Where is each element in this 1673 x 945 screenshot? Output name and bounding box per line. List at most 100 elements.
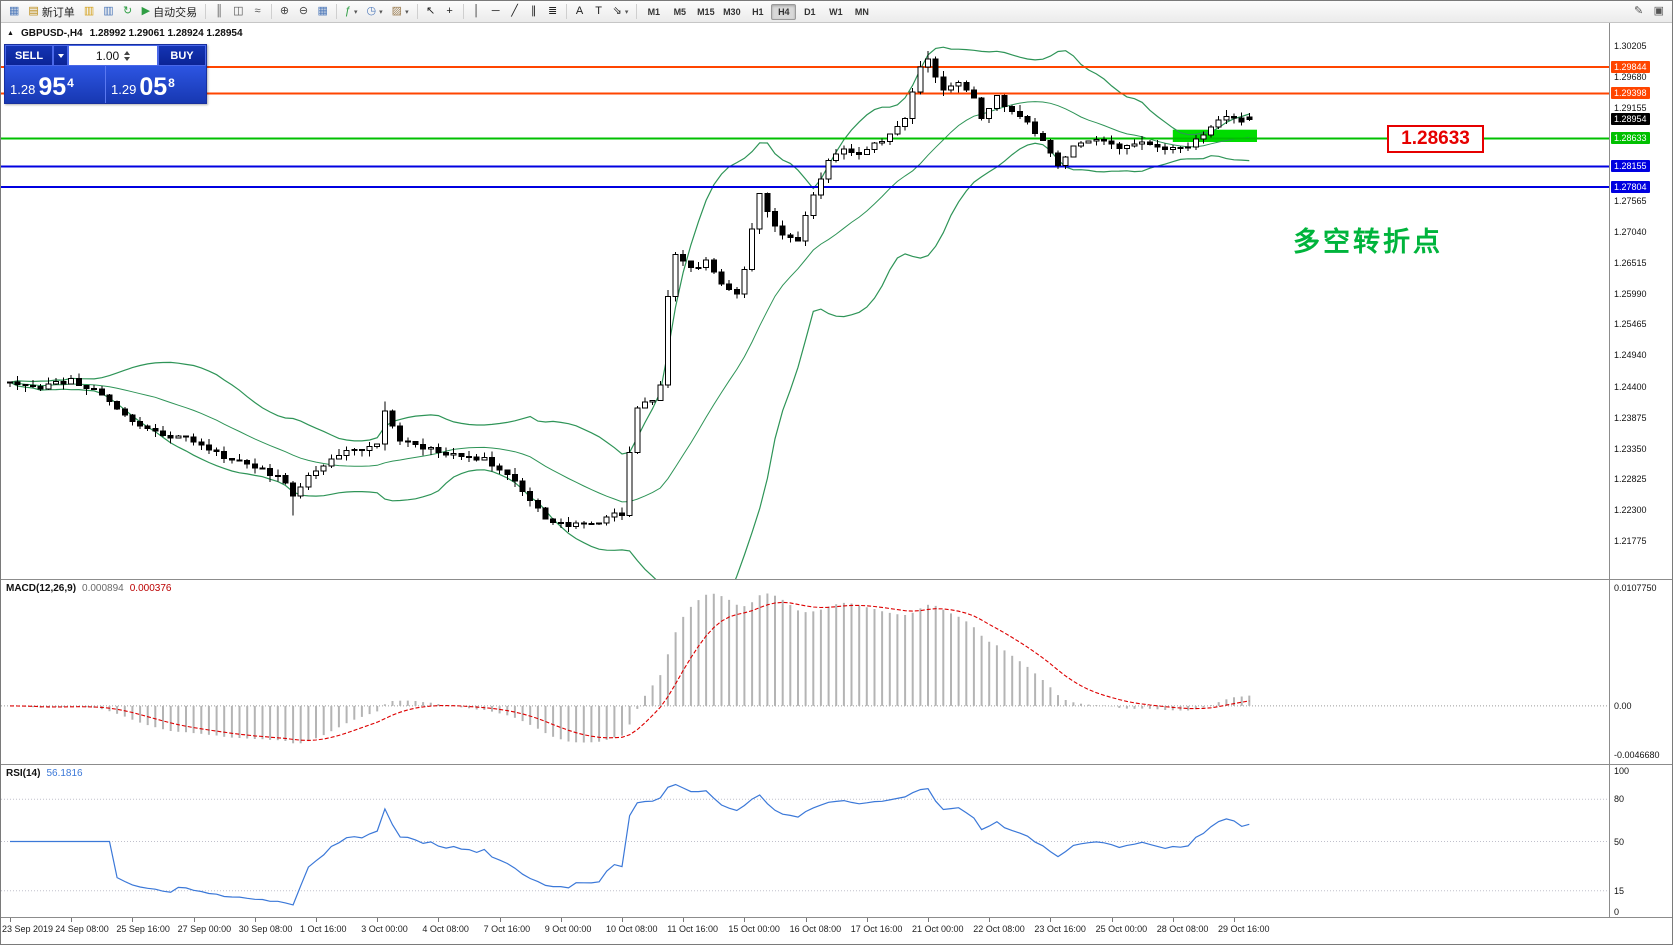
time-axis-tick: [499, 918, 501, 922]
macd-scale-tick: 0.00: [1614, 700, 1632, 711]
line-chart-button[interactable]: ≈: [249, 3, 267, 21]
rsi-canvas[interactable]: [1, 765, 1609, 917]
timeframe-m30-button[interactable]: M30: [723, 6, 741, 17]
price-chart-canvas[interactable]: [1, 23, 1609, 579]
lot-size-field[interactable]: 1.00: [68, 45, 158, 66]
price-scale[interactable]: 1.302051.296801.291551.286301.281051.275…: [1609, 23, 1672, 579]
time-axis-tick: [438, 918, 440, 922]
rsi-name: RSI(14): [6, 768, 41, 779]
candlestick-button[interactable]: ◫: [229, 3, 247, 21]
fibonacci-button[interactable]: ≣: [544, 3, 562, 21]
price-scale-tick: 1.23350: [1614, 443, 1647, 454]
rsi-line: [10, 783, 1250, 906]
rsi-scale-tick: 15: [1614, 885, 1625, 896]
data-window-button[interactable]: ▥: [99, 3, 117, 21]
toolbar-separator: [565, 4, 567, 19]
lot-decrease-button[interactable]: [124, 56, 131, 61]
market-watch-button[interactable]: ▥: [80, 3, 98, 21]
chart-symbol-label: GBPUSD-,H4: [20, 28, 83, 39]
time-axis-label: 30 Sep 08:00: [238, 924, 293, 934]
cursor-button[interactable]: ↖: [422, 3, 440, 21]
price-scale-tick: 1.22825: [1614, 474, 1647, 485]
indicators-button[interactable]: ƒ ▾: [341, 3, 362, 21]
layout-button[interactable]: ▣: [1650, 3, 1668, 21]
buy-button[interactable]: BUY: [158, 45, 206, 66]
vertical-line-button[interactable]: │: [468, 3, 486, 21]
edit-button[interactable]: ✎: [1630, 3, 1648, 21]
sell-price-display[interactable]: 1.28 95 4: [5, 66, 106, 103]
buy-price-integer: 1.29: [111, 82, 137, 97]
trade-panel-menu-button[interactable]: [53, 45, 68, 66]
timeframe-mn-button[interactable]: MN: [854, 6, 869, 17]
candlestick-icon: ◫: [233, 5, 244, 17]
time-axis[interactable]: 23 Sep 2019 24 Sep 08:00 25 Sep 16:00 27 Se…: [1, 917, 1672, 944]
horizontal-line-button[interactable]: ─: [487, 3, 505, 21]
market-watch-icon: ▥: [83, 5, 95, 17]
text-label-button[interactable]: T: [590, 3, 608, 21]
buy-price-display[interactable]: 1.29 05 8: [106, 66, 206, 103]
new-order-button[interactable]: ▤ 新订单: [24, 3, 78, 21]
time-axis-tick: [1111, 918, 1113, 922]
rsi-panel: 100 80 50 15 0 RSI(14) 56.1816: [1, 764, 1672, 917]
lot-size-value[interactable]: 1.00: [95, 48, 120, 63]
macd-panel: 0.0107750 0.00 -0.0046680 MACD(12,26,9) 0.…: [1, 579, 1672, 764]
sell-price-pips: 95: [38, 73, 67, 101]
rsi-scale-tick: 50: [1614, 836, 1625, 847]
hline-price-label: 1.29844: [1611, 61, 1650, 74]
new-order-icon: ▤: [28, 5, 39, 17]
bar-chart-button[interactable]: ║: [210, 3, 228, 21]
chevron-down-icon: ▾: [379, 8, 383, 16]
macd-canvas[interactable]: [1, 580, 1609, 764]
edit-icon: ✎: [1633, 5, 1644, 17]
time-axis-tick: [1050, 918, 1052, 922]
time-axis-tick: [622, 918, 623, 922]
lot-increase-button[interactable]: [124, 50, 131, 55]
timeframe-d1-button[interactable]: D1: [804, 6, 816, 17]
zoom-out-button[interactable]: ⊖: [295, 3, 313, 21]
trendline-button[interactable]: ╱: [506, 3, 524, 21]
channel-button[interactable]: ∥: [525, 3, 543, 21]
time-axis-tick: [132, 918, 134, 922]
timeframe-h4-button[interactable]: H4: [771, 3, 797, 20]
rsi-scale-tick: 80: [1614, 794, 1625, 805]
sell-button[interactable]: SELL: [5, 45, 53, 66]
text-button[interactable]: A: [571, 3, 589, 21]
zoom-in-button[interactable]: ⊕: [276, 3, 294, 21]
time-axis-label: 24 Sep 08:00: [55, 924, 109, 934]
price-annotation-box: 1.28633: [1387, 125, 1484, 153]
sell-price-pipette: 4: [67, 76, 74, 90]
hline-price-label: 1.28155: [1611, 160, 1650, 173]
macd-main-value: 0.000894: [82, 583, 124, 594]
collapse-trade-panel-button[interactable]: ▲: [7, 30, 14, 37]
price-scale-tick: 1.27565: [1614, 196, 1647, 207]
app-icon-icon: ▦: [9, 5, 20, 17]
templates-button[interactable]: ▨ ▾: [388, 3, 413, 21]
timeframe-m5-button[interactable]: M5: [673, 6, 687, 17]
time-axis-tick: [683, 918, 685, 922]
tile-windows-button[interactable]: ▦: [314, 3, 332, 21]
price-scale-tick: 1.29155: [1614, 102, 1647, 113]
tile-windows-icon: ▦: [317, 5, 328, 17]
rsi-scale-tick: 0: [1614, 907, 1620, 917]
arrows-button[interactable]: ⇘ ▾: [609, 3, 633, 21]
price-scale-tick: 1.30205: [1614, 41, 1647, 51]
timeframe-m1-button[interactable]: M1: [647, 6, 661, 17]
refresh-button[interactable]: ↻: [119, 3, 137, 21]
crosshair-button[interactable]: +: [441, 3, 459, 21]
symbol-info-line: ▲ GBPUSD-,H4 1.28992 1.29061 1.28924 1.2…: [7, 28, 243, 39]
time-axis-label: 23 Oct 16:00: [1034, 924, 1086, 934]
rsi-value: 56.1816: [46, 768, 83, 779]
time-axis-label: 16 Oct 08:00: [789, 924, 842, 934]
timeframe-w1-button[interactable]: W1: [829, 6, 843, 17]
channel-icon: ∥: [530, 5, 537, 17]
autotrading-button[interactable]: ▶ 自动交易: [138, 3, 201, 21]
timeframe-m15-button[interactable]: M15: [697, 6, 715, 17]
time-axis-label: 25 Oct 00:00: [1095, 924, 1148, 934]
timeframe-h1-button[interactable]: H1: [752, 6, 764, 17]
lot-size-stepper: [124, 50, 131, 61]
app-icon[interactable]: ▦: [5, 3, 23, 21]
periods-button[interactable]: ◷ ▾: [363, 3, 387, 21]
toolbar-separator: [205, 4, 207, 19]
price-scale-tick: 1.26515: [1614, 257, 1647, 268]
data-window-icon: ▥: [103, 5, 114, 17]
